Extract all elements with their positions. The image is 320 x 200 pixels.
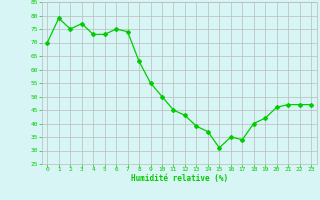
X-axis label: Humidité relative (%): Humidité relative (%) <box>131 174 228 183</box>
